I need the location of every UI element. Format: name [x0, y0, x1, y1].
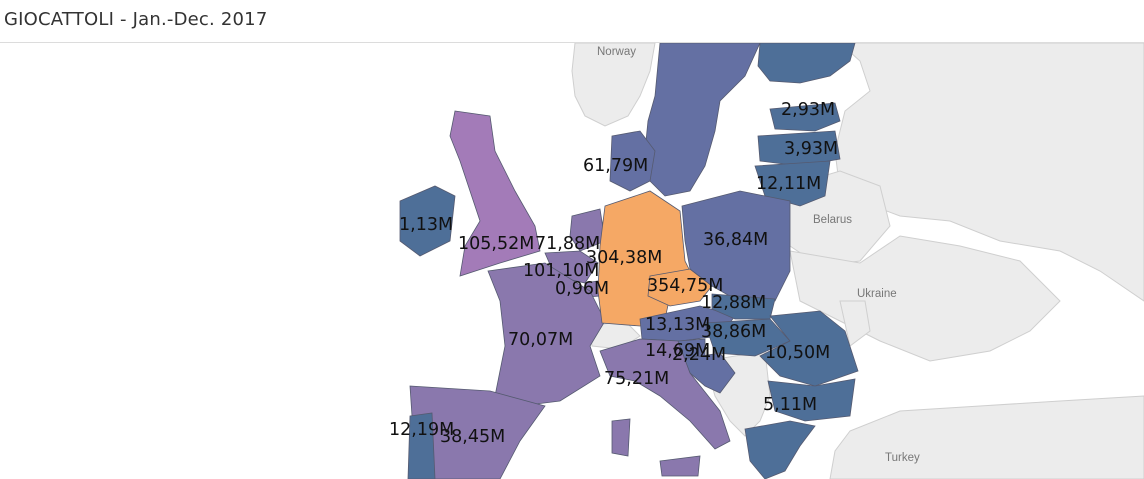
value-portugal: 12,19M — [389, 420, 454, 440]
country-sweden — [644, 43, 761, 197]
country-slovakia — [711, 293, 776, 320]
map-title: GIOCATTOLI - Jan.-Dec. 2017 — [4, 9, 268, 30]
value-croatia: 2,24M — [672, 345, 726, 365]
geo-labels: Norway Belarus Ukraine Turkey — [597, 46, 920, 464]
value-bulgaria: 5,11M — [763, 395, 817, 415]
country-finland — [757, 43, 856, 84]
value-belgium: 101,10M — [523, 261, 599, 281]
country-italy-sicily — [659, 455, 701, 477]
label-ukraine: Ukraine — [857, 288, 897, 300]
value-netherlands: 71,88M — [535, 234, 600, 254]
label-turkey: Turkey — [885, 452, 920, 464]
country-portugal — [407, 412, 436, 479]
country-bulgaria — [767, 378, 856, 422]
background-land — [571, 43, 1144, 479]
country-estonia — [769, 102, 841, 132]
countries[interactable] — [399, 43, 859, 479]
value-poland: 36,84M — [703, 230, 768, 250]
label-norway: Norway — [597, 46, 636, 58]
country-denmark — [609, 130, 656, 192]
country-lithuania — [754, 160, 831, 207]
country-italy-sardinia — [611, 418, 631, 457]
label-belarus: Belarus — [813, 214, 852, 226]
country-ireland — [399, 185, 456, 257]
country-italy — [599, 338, 731, 450]
value-slovakia: 12,88M — [701, 293, 766, 313]
value-czechia: 354,75M — [647, 276, 723, 296]
map-area[interactable]: Norway Belarus Ukraine Turkey 2,93M 3,93… — [0, 42, 1144, 479]
value-luxembourg: 0,96M — [555, 279, 609, 299]
value-hungary: 38,86M — [701, 322, 766, 342]
value-denmark: 61,79M — [583, 156, 648, 176]
europe-map[interactable]: Norway Belarus Ukraine Turkey 2,93M 3,93… — [0, 43, 1144, 479]
value-ireland: 1,13M — [399, 215, 453, 235]
value-latvia: 3,93M — [784, 139, 838, 159]
country-greece — [744, 420, 816, 479]
value-lithuania: 12,11M — [756, 174, 821, 194]
value-united-kingdom: 105,52M — [458, 234, 534, 254]
value-slovenia: 14,69M — [645, 341, 710, 361]
value-austria: 13,13M — [645, 315, 710, 335]
value-italy: 75,21M — [604, 369, 669, 389]
value-france: 70,07M — [508, 330, 573, 350]
value-estonia: 2,93M — [781, 100, 835, 120]
country-hungary — [704, 318, 791, 357]
value-romania: 10,50M — [765, 343, 830, 363]
country-france — [487, 262, 606, 407]
value-germany: 304,38M — [586, 248, 662, 268]
value-spain: 38,45M — [440, 427, 505, 447]
country-united-kingdom — [449, 110, 541, 277]
country-netherlands — [569, 208, 606, 252]
value-labels: 2,93M 3,93M 61,79M 12,11M 1,13M 36,84M 1… — [389, 100, 838, 447]
